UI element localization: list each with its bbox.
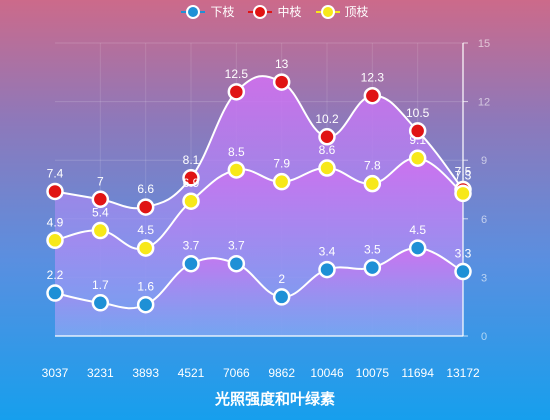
y-tick-label: 0 <box>481 331 487 343</box>
data-label: 5.4 <box>92 206 109 220</box>
data-point <box>454 184 472 203</box>
x-tick-label: 9862 <box>268 366 295 380</box>
data-label: 9.1 <box>409 133 426 147</box>
legend-label-lower: 下枝 <box>210 5 235 19</box>
data-point <box>91 221 110 240</box>
data-point <box>363 258 382 277</box>
x-axis-title: 光照强度和叶绿素 <box>214 391 335 408</box>
data-point <box>363 86 382 105</box>
data-label: 2.2 <box>47 268 64 282</box>
data-label: 6.9 <box>183 176 200 190</box>
data-label: 3.5 <box>364 243 381 257</box>
data-label: 4.5 <box>409 223 426 237</box>
data-label: 7 <box>97 174 104 188</box>
x-tick-label: 3037 <box>42 366 69 380</box>
x-tick-label: 10046 <box>310 366 344 380</box>
data-point <box>272 172 291 191</box>
legend-item-middle[interactable]: 中枝 <box>248 3 302 20</box>
legend-item-lower[interactable]: 下枝 <box>181 3 234 20</box>
axes: 0 3 6 9 12 15 3037 3231 3893 4521 7066 9862 10046 100… <box>42 38 490 380</box>
data-point <box>136 198 155 216</box>
series-areas <box>55 76 463 336</box>
legend-swatch-middle <box>248 4 273 19</box>
data-labels: 2.2 1.7 1.6 3.7 3.7 2 3.4 3.5 4.5 3.3 7.4 7 6.6 8.1 12… <box>47 57 472 294</box>
data-point <box>454 262 472 281</box>
data-label: 8.6 <box>319 143 336 157</box>
y-tick-label: 9 <box>481 155 487 167</box>
data-point <box>46 231 64 250</box>
data-label: 8.1 <box>183 153 200 167</box>
legend-swatch-lower <box>181 4 206 19</box>
data-point <box>318 159 336 177</box>
data-label: 10.5 <box>406 106 430 120</box>
data-points <box>46 73 472 314</box>
data-point <box>227 83 246 101</box>
series-lines <box>54 75 464 310</box>
data-label: 3.7 <box>228 239 245 253</box>
data-label: 2 <box>278 272 285 286</box>
data-label: 3.3 <box>455 247 472 261</box>
legend-swatch-top <box>315 4 340 19</box>
legend: 下枝 中枝 顶枝 <box>0 3 550 20</box>
y-tick-label: 6 <box>481 214 487 226</box>
data-label: 4.9 <box>47 215 64 229</box>
data-label: 7.5 <box>455 165 472 179</box>
series-line-0 <box>54 247 464 310</box>
data-point <box>318 128 336 146</box>
data-point <box>91 190 110 209</box>
data-point <box>272 288 291 306</box>
data-label: 7.4 <box>47 166 64 180</box>
data-point <box>136 295 155 314</box>
data-point <box>182 192 200 210</box>
data-label: 12.5 <box>225 67 249 81</box>
series-line-2 <box>54 157 464 251</box>
data-point <box>408 122 427 140</box>
data-point <box>408 149 427 167</box>
data-point <box>182 254 200 273</box>
y-tick-label: 3 <box>481 272 487 284</box>
data-point <box>46 182 64 201</box>
data-point <box>227 161 246 179</box>
data-point <box>318 260 336 279</box>
data-point <box>408 239 427 257</box>
y-tick-label: 12 <box>478 97 490 109</box>
data-label: 7.9 <box>273 157 290 171</box>
data-point <box>46 284 64 302</box>
legend-label-middle: 中枝 <box>277 5 302 19</box>
data-label: 3.4 <box>319 245 336 259</box>
data-point <box>272 73 291 91</box>
data-point <box>227 254 246 273</box>
data-point <box>91 294 110 312</box>
data-point <box>136 239 155 257</box>
data-label: 1.6 <box>137 280 154 294</box>
data-point <box>363 174 382 193</box>
x-tick-label: 3231 <box>87 366 114 380</box>
legend-item-top[interactable]: 顶枝 <box>315 3 369 20</box>
x-tick-label: 3893 <box>132 366 159 380</box>
data-label: 1.7 <box>92 278 109 292</box>
data-label: 6.6 <box>137 182 154 196</box>
x-tick-label: 10075 <box>356 366 390 380</box>
series-line-1 <box>54 75 464 210</box>
legend-label-top: 顶枝 <box>344 5 369 19</box>
area-lower-series <box>55 248 463 336</box>
data-label: 7.8 <box>364 159 381 173</box>
data-label: 10.2 <box>315 112 339 126</box>
data-label: 3.7 <box>183 239 200 253</box>
data-label: 8.5 <box>228 145 245 159</box>
data-label: 12.3 <box>361 71 385 85</box>
x-tick-label: 13172 <box>446 366 480 380</box>
data-label: 7.3 <box>455 168 472 182</box>
data-point <box>182 169 200 187</box>
data-label: 4.5 <box>137 223 154 237</box>
x-tick-label: 4521 <box>178 366 205 380</box>
y-tick-label: 15 <box>478 38 490 50</box>
x-tick-label: 7066 <box>223 366 250 380</box>
x-tick-label: 11694 <box>401 366 434 380</box>
data-label: 13 <box>275 57 289 71</box>
